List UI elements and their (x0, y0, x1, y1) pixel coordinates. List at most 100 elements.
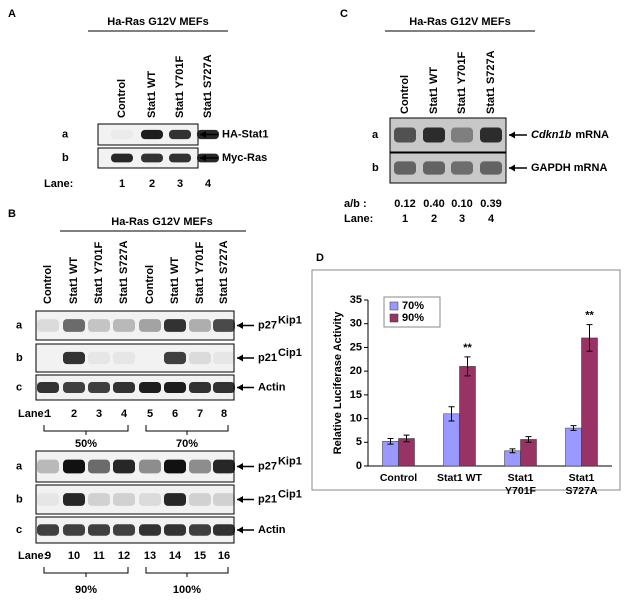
row-letter: a (16, 460, 23, 472)
chart-frame (311, 269, 621, 491)
lane-number: 2 (149, 178, 155, 190)
blot-band (189, 319, 211, 332)
legend-swatch (389, 313, 399, 323)
blot-band (113, 493, 135, 506)
column-label: Stat1 S727A (218, 240, 230, 304)
arrow-head (237, 354, 243, 362)
ratio-label: a/b : (344, 198, 367, 210)
group-label: 100% (173, 584, 201, 596)
blot-band (37, 382, 59, 393)
lane-label: Lane: (18, 550, 47, 562)
error-bar (448, 406, 455, 422)
blot-band (164, 382, 186, 393)
y-tick-label: 25 (350, 341, 362, 353)
blot-band (451, 161, 473, 175)
lane-number: 1 (119, 178, 125, 190)
ratio-value: 0.39 (480, 198, 501, 210)
lane-number: 4 (121, 408, 128, 420)
column-label: Control (399, 75, 411, 114)
lane-number: 11 (93, 550, 105, 562)
blot-band (111, 153, 133, 163)
arrow-head (237, 322, 243, 329)
blot-band (63, 351, 85, 365)
blot-band (141, 153, 163, 163)
blot-band (139, 524, 161, 536)
blot-band (113, 382, 135, 393)
row-letter: b (16, 352, 23, 364)
significance-mark: ** (585, 310, 594, 322)
lane-number: 6 (172, 408, 178, 420)
row-label: Cdkn1b (531, 129, 572, 141)
x-tick-label: Control (379, 472, 418, 484)
x-tick-label: Stat1 Y701F (505, 472, 536, 497)
blot-band (139, 459, 161, 474)
blot-band (37, 524, 59, 536)
row-label: p21 (258, 493, 277, 505)
blot-band (139, 382, 161, 393)
y-tick-label: 0 (356, 460, 362, 472)
blot-band (189, 351, 211, 365)
row-label-sup: Kip1 (278, 314, 302, 326)
blot-band (88, 524, 110, 536)
error-bar (570, 425, 577, 431)
legend-label: 90% (402, 312, 424, 324)
blot-band (139, 493, 161, 506)
column-label: Stat1 WT (68, 257, 80, 304)
lane-label: Lane: (18, 408, 47, 420)
y-tick-label: 35 (350, 294, 362, 306)
blot-band (213, 382, 235, 393)
y-tick-label: 20 (350, 365, 362, 377)
group-label: 90% (75, 584, 97, 596)
group-bracket (43, 425, 129, 435)
row-letter: c (16, 381, 22, 393)
group-label: 70% (176, 438, 198, 450)
panel-label: D (316, 252, 324, 264)
lane-number: 3 (177, 178, 183, 190)
blot-band (213, 319, 235, 332)
row-label: Myc-Ras (222, 152, 267, 164)
arrow-head (237, 496, 243, 503)
blot-band (111, 130, 133, 139)
lane-number: 5 (147, 408, 153, 420)
lane-number: 1 (402, 213, 408, 225)
row-label: p21 (258, 352, 277, 364)
panel-label: A (8, 8, 16, 20)
y-tick-label: 15 (350, 389, 362, 401)
arrow-head (237, 463, 243, 470)
blot-band (169, 153, 191, 163)
column-label: Control (42, 265, 54, 304)
bar (382, 441, 399, 467)
y-tick-label: 5 (356, 436, 362, 448)
row-letter: a (62, 128, 69, 140)
arrow-head (509, 131, 515, 139)
blot-band (394, 127, 416, 143)
bar (459, 366, 476, 467)
lane-number: 9 (45, 550, 51, 562)
bar (443, 413, 460, 467)
row-label-suffix: mRNA (575, 129, 609, 141)
group-bracket (145, 567, 229, 577)
ratio-value: 0.12 (394, 198, 415, 210)
lane-number: 4 (488, 213, 495, 225)
row-label: p27 (258, 460, 277, 472)
lane-number: 4 (205, 178, 212, 190)
row-letter: a (372, 129, 379, 141)
blot-band (63, 319, 85, 332)
column-label: Control (144, 265, 156, 304)
blot-band (423, 161, 445, 175)
lane-number: 10 (68, 550, 80, 562)
panel-header: Ha-Ras G12V MEFs (107, 16, 208, 28)
panel-header: Ha-Ras G12V MEFs (111, 216, 212, 228)
blot-band (88, 351, 110, 365)
lane-number: 3 (96, 408, 102, 420)
panel-label: C (340, 8, 348, 20)
lane-number: 12 (118, 550, 130, 562)
arrow-head (509, 164, 515, 172)
column-label: Stat1 S727A (118, 240, 130, 304)
blot-band (189, 524, 211, 536)
blot-band (213, 351, 235, 365)
y-tick-label: 10 (350, 412, 362, 424)
row-label-sup: Kip1 (278, 455, 302, 467)
arrow-head (237, 526, 243, 534)
